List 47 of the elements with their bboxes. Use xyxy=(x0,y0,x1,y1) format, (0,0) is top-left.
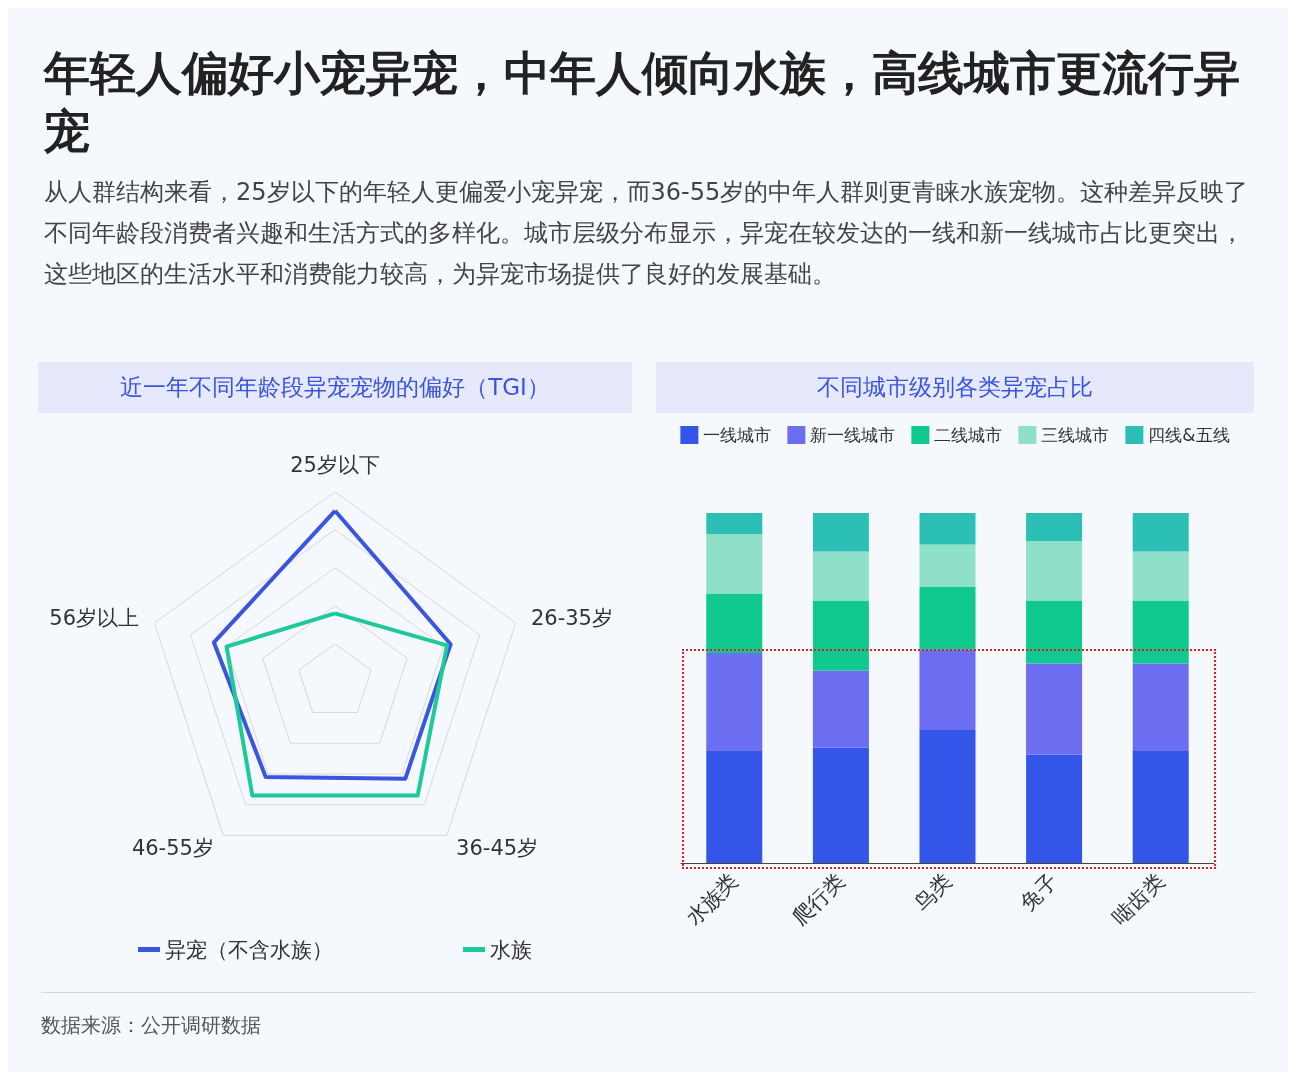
source-note: 数据来源：公开调研数据 xyxy=(41,1012,261,1039)
text: 从人群结构来看，25岁以下的年轻人更偏爱小宠异宠，而36-55岁的中年人群则更青睐水族宠物。这种差异反映了不同年龄段消费者兴趣和生活方式的多样化。城市层级分布显示，异宠在较发达的一线和新一线城市占比更突出，这些地区的生活水平和消费能力较高，为异宠市场提供了良好的发展基础。 xyxy=(44,177,1250,290)
legend-label: 三线城市 xyxy=(1041,425,1110,445)
spoke-label: 56岁以上 xyxy=(49,606,140,631)
bar xyxy=(1132,663,1189,751)
x-tick-label: 啮齿类 xyxy=(1107,868,1170,931)
bar xyxy=(706,751,763,863)
x-tick-label: 鸟类 xyxy=(909,868,956,916)
bar xyxy=(1132,551,1189,601)
legend-label: 异宠（不含水族） xyxy=(165,937,333,962)
legend-label: 一线城市 xyxy=(703,425,772,445)
x-tick-label: 水族类 xyxy=(681,868,743,931)
bar xyxy=(706,593,763,653)
bar xyxy=(1132,751,1189,863)
spoke-label: 25岁以下 xyxy=(290,453,380,478)
bar xyxy=(1026,754,1083,863)
bar xyxy=(919,513,976,545)
chart-title: 不同城市级别各类异宠占比 xyxy=(656,362,1254,413)
spoke-label: 26-35岁 xyxy=(530,606,613,631)
text: 年轻人偏好小宠异宠，中年人倾向水族，高线城市更流行异宠 xyxy=(44,45,1241,160)
bar xyxy=(812,747,869,863)
bar xyxy=(706,534,763,594)
spoke-label: 46-55岁 xyxy=(131,836,214,861)
bar xyxy=(1132,600,1189,664)
bar xyxy=(919,586,976,650)
spoke-label: 36-45岁 xyxy=(456,836,539,861)
bar xyxy=(706,513,763,534)
legend-label: 四线&五线 xyxy=(1148,425,1230,445)
bar xyxy=(812,551,869,601)
legend-label: 二线城市 xyxy=(934,425,1003,445)
x-tick-label: 兔子 xyxy=(1015,868,1063,916)
bar xyxy=(919,649,976,730)
legend-label: 水族 xyxy=(490,937,532,962)
bar xyxy=(1132,513,1189,552)
bar xyxy=(812,600,869,671)
bar xyxy=(812,513,869,552)
bar xyxy=(1026,600,1083,664)
chart-title: 近一年不同年龄段异宠宠物的偏好（TGI） xyxy=(38,362,632,413)
bar xyxy=(919,544,976,587)
bar xyxy=(706,653,763,751)
bar xyxy=(812,670,869,748)
bar xyxy=(919,730,976,863)
x-tick-label: 爬行类 xyxy=(787,868,850,931)
bar xyxy=(1026,541,1083,601)
legend-label: 新一线城市 xyxy=(810,425,896,445)
bar xyxy=(1026,663,1083,755)
bar xyxy=(1026,513,1083,541)
